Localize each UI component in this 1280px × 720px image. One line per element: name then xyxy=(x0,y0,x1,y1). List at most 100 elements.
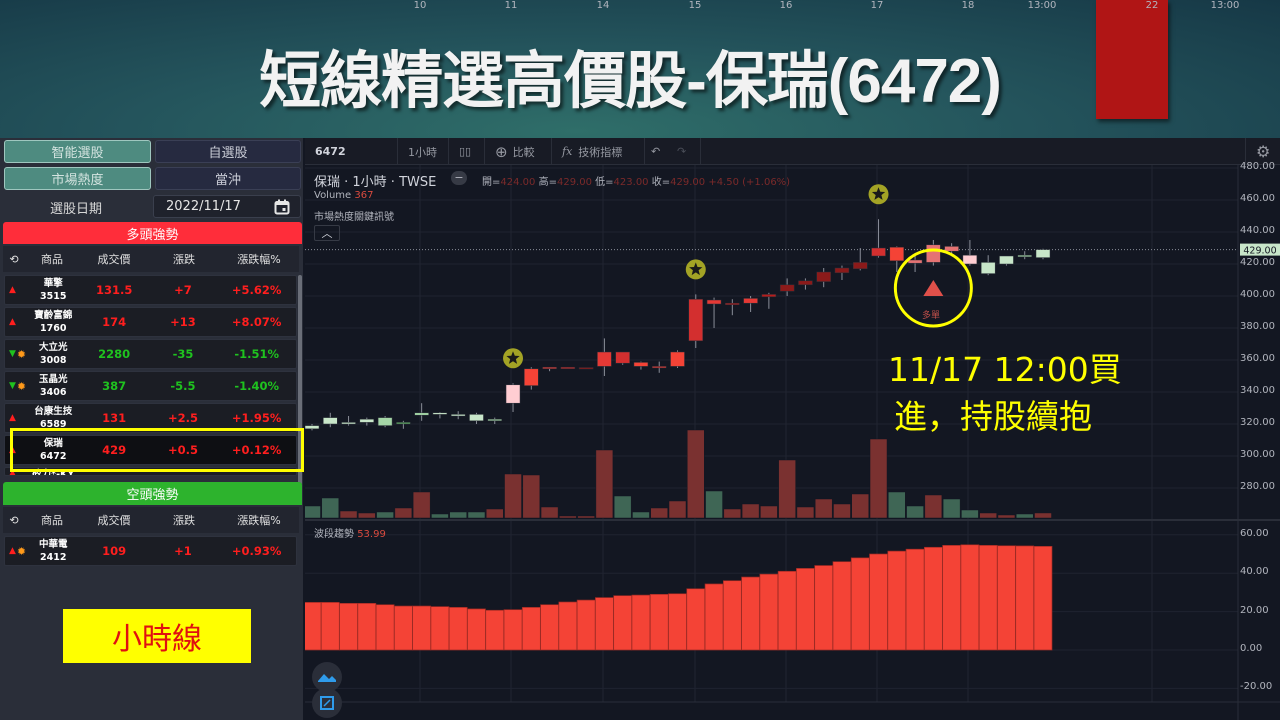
col-change: 漲跌 xyxy=(173,253,195,266)
stock-name-text: 大立光 xyxy=(38,342,68,353)
trend-bar xyxy=(759,573,779,651)
volume-bar xyxy=(888,491,906,519)
trend-bar xyxy=(741,576,760,651)
candle-body xyxy=(305,425,320,430)
trend-bar xyxy=(668,593,687,651)
trend-bar xyxy=(997,545,1016,651)
drawing-tool-icon[interactable] xyxy=(312,662,342,692)
table-row[interactable]: ▲ 華擎 3515 131.5 +7 +5.62% xyxy=(4,275,297,305)
candle-type-icon[interactable]: ▯▯ xyxy=(449,138,485,165)
bull-table-header: ⟲ 商品 成交價 漲跌 漲跌幅% xyxy=(3,246,299,272)
change-value: +4.50 (+1.06%) xyxy=(708,177,791,188)
compare-label: 比較 xyxy=(512,145,535,159)
hot-badge-icon: ✹ xyxy=(16,544,27,558)
highlight-circle xyxy=(893,248,973,328)
trend-bar xyxy=(905,548,925,651)
volume-bar xyxy=(833,503,851,519)
table-row[interactable]: ▲ ✹ 中華電 2412 109 +1 +0.93% xyxy=(4,536,297,566)
volume-bar xyxy=(486,508,504,519)
volume-bar xyxy=(431,513,449,519)
hot-badge-icon: ✹ xyxy=(16,347,27,361)
collapse-legend-icon[interactable]: − xyxy=(451,171,467,185)
date-input[interactable]: 2022/11/17 xyxy=(153,195,301,218)
price-tick: 380.00 xyxy=(1240,321,1275,332)
undo-icon[interactable]: ↶ xyxy=(651,145,661,158)
up-triangle-icon: ▲ xyxy=(9,285,16,295)
refresh-icon[interactable]: ⟲ xyxy=(9,513,19,527)
stock-change: +0.5 xyxy=(167,443,198,457)
time-tick: 13:00 xyxy=(1027,0,1057,11)
price-tick: 420.00 xyxy=(1240,257,1275,268)
volume-bar xyxy=(1015,513,1034,519)
stock-name: 矽力*-KY xyxy=(27,468,80,475)
refresh-icon[interactable]: ⟲ xyxy=(9,252,19,266)
table-row[interactable]: ▲ 保瑞 6472 429 +0.5 +0.12% xyxy=(4,435,297,465)
trend-bar xyxy=(320,602,340,651)
stock-price: 131 xyxy=(102,411,127,425)
stock-code: 3406 xyxy=(40,387,67,398)
table-row[interactable]: ▼ ✹ 玉晶光 3406 387 -5.5 -1.40% xyxy=(4,371,297,401)
volume-bar xyxy=(687,429,705,519)
price-chart[interactable]: 429.00 xyxy=(305,165,1280,720)
candle-body xyxy=(834,267,850,274)
candle-body xyxy=(487,418,502,422)
candle-body xyxy=(450,414,466,417)
trend-bar xyxy=(887,550,907,651)
candle-body xyxy=(377,417,393,426)
stock-change-pct: +1.95% xyxy=(231,411,282,425)
indicators-button[interactable]: fx 技術指標 xyxy=(552,138,645,165)
table-row[interactable]: ▼ ✹ 大立光 3008 2280 -35 -1.51% xyxy=(4,339,297,369)
stock-change: +7 xyxy=(174,283,192,297)
trend-bar xyxy=(942,545,961,651)
low-value: 423.00 xyxy=(613,177,649,188)
candle-body xyxy=(980,262,996,274)
trend-tick: 0.00 xyxy=(1240,643,1263,654)
stock-name: 保瑞 6472 xyxy=(27,437,80,463)
stock-name: 大立光 3008 xyxy=(27,341,80,367)
trend-bar xyxy=(923,546,943,651)
trend-bar xyxy=(869,553,888,651)
close-label: 收= xyxy=(651,177,671,188)
buy-signal-label: 多單 xyxy=(922,311,941,321)
candle-body xyxy=(761,294,777,298)
time-tick: 14 xyxy=(596,0,610,11)
stock-change-pct: +0.12% xyxy=(231,443,282,457)
volume-bar xyxy=(1034,512,1052,519)
trend-bar xyxy=(1033,545,1053,651)
compare-button[interactable]: ⊕ 比較 xyxy=(485,138,552,165)
calendar-icon[interactable] xyxy=(274,199,290,215)
stock-price: 131.5 xyxy=(95,283,133,297)
tab-day-trade[interactable]: 當沖 xyxy=(155,167,301,190)
fullscreen-icon[interactable] xyxy=(312,688,342,718)
stock-change-pct: -1.40% xyxy=(234,379,279,393)
stock-change: +2.5 xyxy=(167,411,198,425)
tab-smart-pick[interactable]: 智能選股 xyxy=(4,140,151,163)
tab-market-heat[interactable]: 市場熱度 xyxy=(4,167,151,190)
price-tick: 400.00 xyxy=(1240,289,1275,300)
table-row[interactable]: ▲ 寶齡富錦 1760 174 +13 +8.07% xyxy=(4,307,297,337)
gear-icon[interactable]: ⚙ xyxy=(1245,138,1280,165)
bear-table-header: ⟲ 商品 成交價 漲跌 漲跌幅% xyxy=(3,507,299,533)
hourly-chart-note: 小時線 xyxy=(63,609,251,663)
symbol-search[interactable]: 6472 xyxy=(305,138,398,165)
stock-price: 387 xyxy=(102,379,127,393)
stock-price: 429 xyxy=(102,443,127,457)
volume-bar xyxy=(376,511,394,519)
annotation-line-2: 進，持股續抱 xyxy=(894,397,1092,436)
candle-body xyxy=(725,302,740,305)
candle-body xyxy=(359,418,375,423)
chevron-up-icon[interactable]: ︿ xyxy=(314,225,340,241)
redo-icon[interactable]: ↷ xyxy=(671,138,701,165)
candle-body xyxy=(688,298,704,342)
interval-button[interactable]: 1小時 xyxy=(398,138,449,165)
trend-bar xyxy=(796,568,815,651)
price-tick: 340.00 xyxy=(1240,385,1275,396)
tab-watchlist[interactable]: 自選股 xyxy=(155,140,301,163)
volume-bar xyxy=(339,510,358,519)
chart-legend-title: 保瑞 · 1小時 · TWSE xyxy=(314,175,437,190)
low-label: 低= xyxy=(595,177,614,188)
volume-bar xyxy=(979,512,997,519)
down-triangle-icon: ▼ ✹ xyxy=(9,347,27,361)
scrollbar[interactable] xyxy=(298,275,302,485)
volume-bar xyxy=(851,493,869,519)
